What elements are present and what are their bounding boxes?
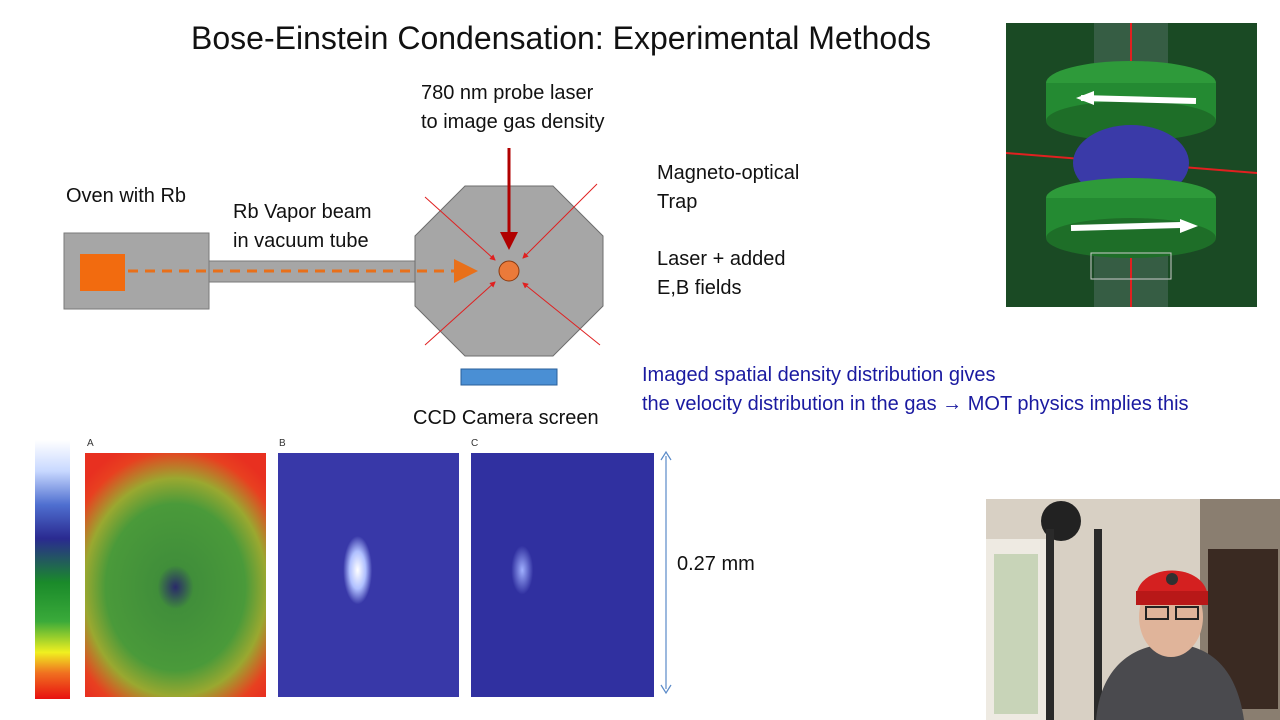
ccd-label: CCD Camera screen [413, 407, 599, 429]
scale-label: 0.27 mm [677, 553, 755, 575]
laser-fields-line-1: Laser + added [657, 248, 786, 270]
probe-laser-label: 780 nm probe laser to image gas density [421, 79, 604, 137]
density-note-line-2: the velocity distribution in the gas → M… [642, 393, 1189, 415]
apparatus-diagram [63, 148, 604, 386]
ccd-camera [460, 368, 558, 386]
vapor-beam-line-1: Rb Vapor beam [233, 201, 372, 223]
density-image-c [471, 453, 654, 697]
density-image-b [278, 453, 459, 697]
atom-cloud [498, 260, 520, 282]
vapor-beam-label: Rb Vapor beam in vacuum tube [233, 198, 372, 256]
scale-arrow [660, 450, 672, 695]
presenter-webcam [986, 499, 1280, 720]
oven-label: Oven with Rb [66, 185, 187, 207]
panel-letter-a: A [87, 438, 94, 449]
mot-line-1: Magneto-optical [657, 162, 800, 184]
laser-fields-line-2: E,B fields [657, 277, 742, 299]
mot-line-2: Trap [657, 191, 698, 213]
density-note-line-1: Imaged spatial density distribution give… [642, 364, 996, 386]
panel-letter-b: B [279, 438, 286, 449]
slide-title: Bose-Einstein Condensation: Experimental… [191, 20, 931, 56]
cooling-beam-4 [522, 282, 601, 346]
color-scale-bar [35, 440, 70, 699]
cooling-beam-3 [424, 281, 496, 346]
cooling-beam-2 [522, 183, 598, 259]
density-note: Imaged spatial density distribution give… [642, 361, 1189, 419]
rb-source [80, 254, 125, 291]
cooling-beam-1 [424, 196, 496, 261]
mot-photo [1006, 23, 1257, 307]
panel-letter-c: C [471, 438, 479, 449]
mot-label: Magneto-optical Trap [657, 159, 799, 217]
vapor-beam-line-2: in vacuum tube [233, 230, 369, 252]
laser-fields-label: Laser + added E,B fields [657, 245, 785, 303]
density-image-a [85, 453, 266, 697]
probe-laser-line-1: 780 nm probe laser [421, 82, 594, 104]
probe-laser-line-2: to image gas density [421, 111, 605, 133]
